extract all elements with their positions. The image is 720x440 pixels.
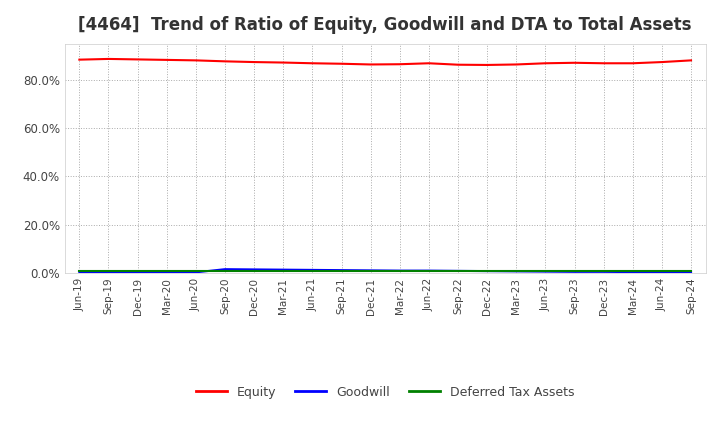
Title: [4464]  Trend of Ratio of Equity, Goodwill and DTA to Total Assets: [4464] Trend of Ratio of Equity, Goodwil…: [78, 16, 692, 34]
Legend: Equity, Goodwill, Deferred Tax Assets: Equity, Goodwill, Deferred Tax Assets: [191, 381, 580, 404]
